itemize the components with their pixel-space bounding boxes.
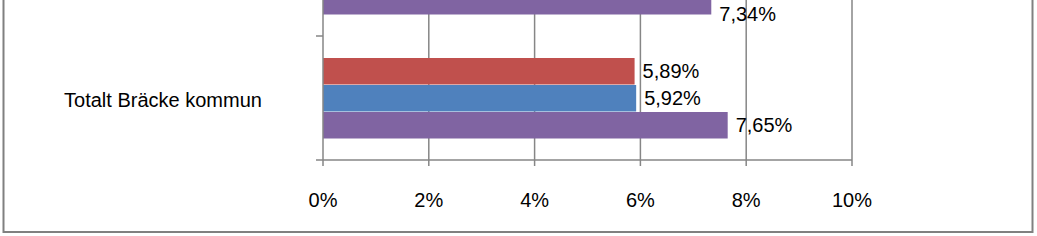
tick-mark [745,160,747,166]
bar [323,85,636,112]
tick-label: 8% [732,189,761,211]
grid-line [851,0,853,160]
tick-label: 4% [520,189,549,211]
tick-label: 6% [626,189,655,211]
tick-label: 2% [414,189,443,211]
category-axis [322,0,324,160]
tick-mark [322,160,324,166]
category-tick [316,35,323,37]
bar [323,58,635,85]
tick-label: 10% [832,189,872,211]
tick-mark [640,160,642,166]
chart-root: 5,89% 5,92% 7,34% 7,65% 0% 2% 4% 6% 8% 10% Totalt … [0,0,1037,236]
value-axis [323,159,852,161]
data-label: 7,65% [736,114,793,136]
tick-mark [428,160,430,166]
data-label: 5,89% [643,60,700,82]
bar [323,0,711,15]
tick-label: 0% [309,189,338,211]
tick-mark [534,160,536,166]
bar [323,112,728,139]
data-label: 5,92% [644,87,701,109]
category-label: Totalt Bräcke kommun [64,89,262,111]
category-tick [316,159,323,161]
tick-mark [851,160,853,166]
bars [323,0,728,139]
chart: 5,89% 5,92% 7,34% 7,65% 0% 2% 4% 6% 8% 10% Totalt … [0,0,1037,236]
chart-frame [4,0,1033,232]
data-label: 7,34% [719,3,776,25]
